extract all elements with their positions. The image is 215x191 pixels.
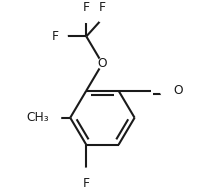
Circle shape bbox=[83, 15, 90, 22]
Circle shape bbox=[99, 15, 106, 22]
Text: O: O bbox=[98, 57, 107, 70]
Circle shape bbox=[97, 58, 108, 69]
Circle shape bbox=[48, 111, 61, 124]
Text: F: F bbox=[83, 177, 90, 190]
Text: CH₃: CH₃ bbox=[26, 111, 49, 124]
Text: O: O bbox=[174, 84, 183, 97]
Circle shape bbox=[160, 84, 173, 97]
Text: F: F bbox=[51, 30, 58, 43]
Circle shape bbox=[83, 168, 90, 176]
Text: F: F bbox=[99, 1, 106, 14]
Text: F: F bbox=[83, 1, 90, 14]
Circle shape bbox=[60, 33, 67, 40]
